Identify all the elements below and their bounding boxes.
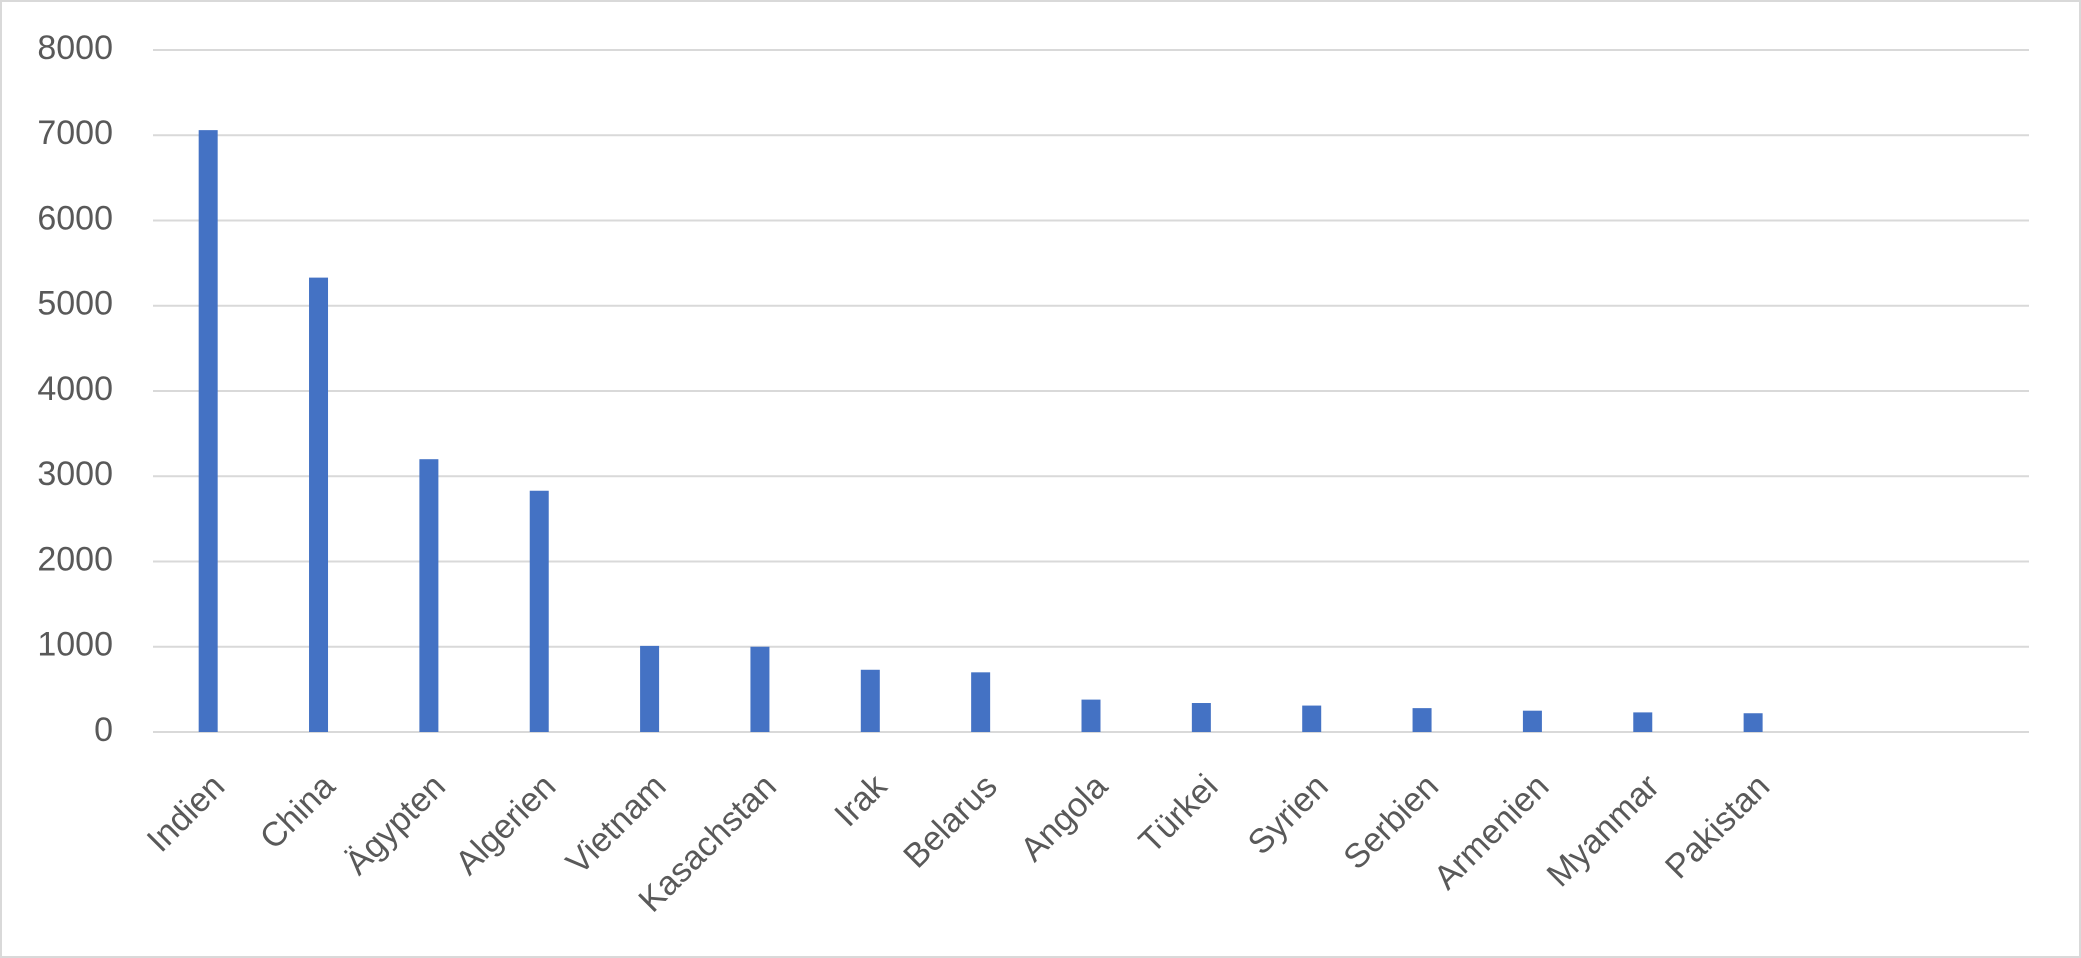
y-tick-label: 0 <box>94 711 113 749</box>
y-tick-label: 4000 <box>37 370 113 408</box>
bar <box>419 459 439 732</box>
bar <box>1743 713 1763 732</box>
y-tick-label: 3000 <box>37 455 113 493</box>
y-tick-label: 6000 <box>37 199 113 237</box>
bar <box>309 277 329 732</box>
bar <box>1081 699 1101 732</box>
bar <box>640 645 660 732</box>
y-tick-label: 5000 <box>37 285 113 323</box>
y-tick-label: 1000 <box>37 626 113 664</box>
bar <box>1302 705 1322 732</box>
bar <box>198 130 218 732</box>
bar <box>529 490 549 732</box>
y-tick-label: 2000 <box>37 540 113 578</box>
bar <box>1522 710 1542 732</box>
bar <box>1191 703 1211 732</box>
y-tick-label: 8000 <box>37 29 113 67</box>
bar <box>1412 708 1432 732</box>
bar <box>860 669 880 732</box>
bar <box>1633 712 1653 732</box>
bar <box>971 672 991 732</box>
bar <box>750 646 770 732</box>
y-tick-label: 7000 <box>37 114 113 152</box>
